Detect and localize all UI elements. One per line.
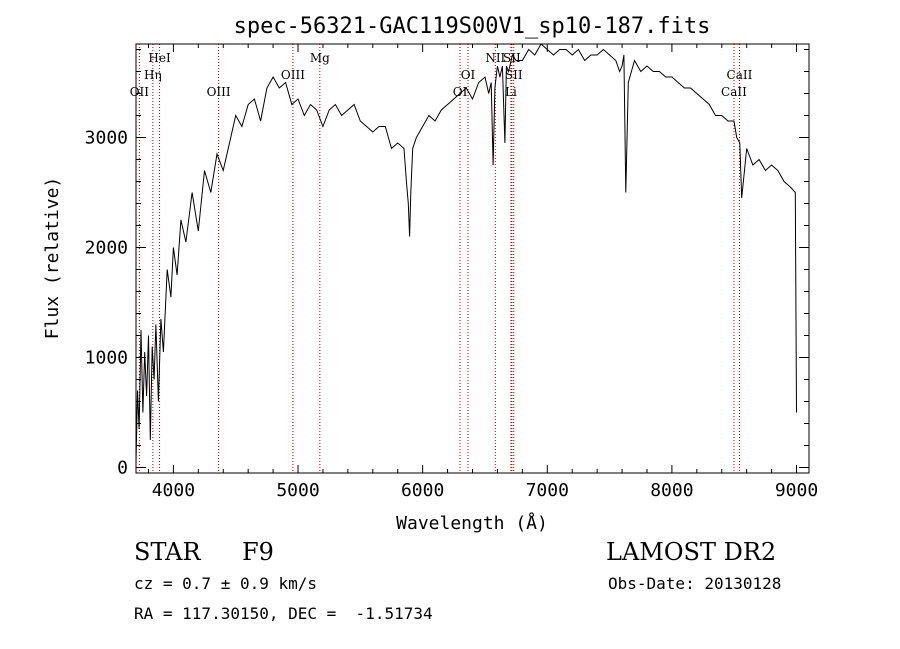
line-marker-label: OIII <box>207 85 231 99</box>
line-marker-label: OI <box>461 68 476 82</box>
object-subclass: F9 <box>242 538 274 566</box>
y-tick-label: 1000 <box>85 348 128 369</box>
y-tick-label: 2000 <box>85 238 128 259</box>
line-marker-label: OII <box>130 85 150 99</box>
redshift-cz: cz = 0.7 ± 0.9 km/s <box>134 574 318 593</box>
x-axis-label: Wavelength (Å) <box>396 512 548 534</box>
line-marker-label: Li <box>505 85 517 99</box>
coordinates: RA = 117.30150, DEC = -1.51734 <box>134 604 433 623</box>
x-tick-label: 8000 <box>650 480 693 501</box>
line-marker-label: OI <box>453 85 468 99</box>
x-tick-label: 5000 <box>276 480 319 501</box>
x-tick-label: 6000 <box>401 480 444 501</box>
survey-label: LAMOST DR2 <box>606 538 777 566</box>
axis-ticks: 4000 5000 6000 7000 8000 9000 0 1000 2000 3000 <box>85 44 818 501</box>
line-marker-label: NII <box>485 51 505 65</box>
line-marker-label: OIII <box>281 68 305 82</box>
obs-date: Obs-Date: 20130128 <box>608 574 782 593</box>
x-tick-label: 4000 <box>152 480 195 501</box>
y-tick-label: 3000 <box>85 128 128 149</box>
chart-title: spec-56321-GAC119S00V1_sp10-187.fits <box>234 14 711 39</box>
x-tick-label: 9000 <box>775 480 818 501</box>
line-marker-label: CaII <box>721 85 747 99</box>
object-class: STAR <box>134 538 201 566</box>
line-markers: OIIHηHeIOIIIOIIIMgOIOINIISIISIILiCaIICaI… <box>130 44 753 473</box>
plot-frame <box>135 43 810 474</box>
line-marker-label: HeI <box>148 51 171 65</box>
y-axis-label: Flux (relative) <box>42 177 63 340</box>
spectrum-line <box>135 43 797 464</box>
y-tick-label: 0 <box>117 458 128 479</box>
x-tick-label: 7000 <box>526 480 569 501</box>
line-marker-label: Hη <box>144 68 162 82</box>
line-marker-label: CaII <box>727 68 753 82</box>
line-marker-label: Mg <box>310 51 330 65</box>
line-marker-label: SII <box>505 68 523 82</box>
